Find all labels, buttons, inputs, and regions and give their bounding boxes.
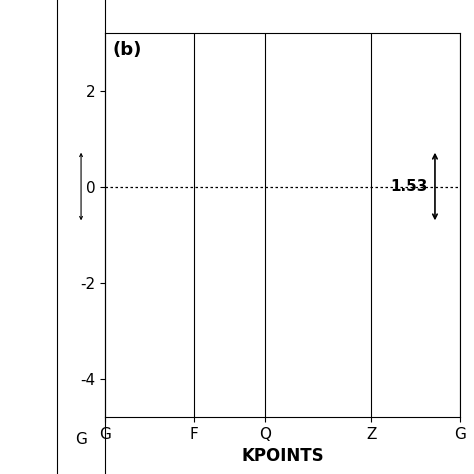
- Text: (b): (b): [112, 41, 142, 59]
- Text: 1.53: 1.53: [391, 179, 428, 194]
- X-axis label: KPOINTS: KPOINTS: [241, 447, 324, 465]
- Text: G: G: [75, 432, 87, 447]
